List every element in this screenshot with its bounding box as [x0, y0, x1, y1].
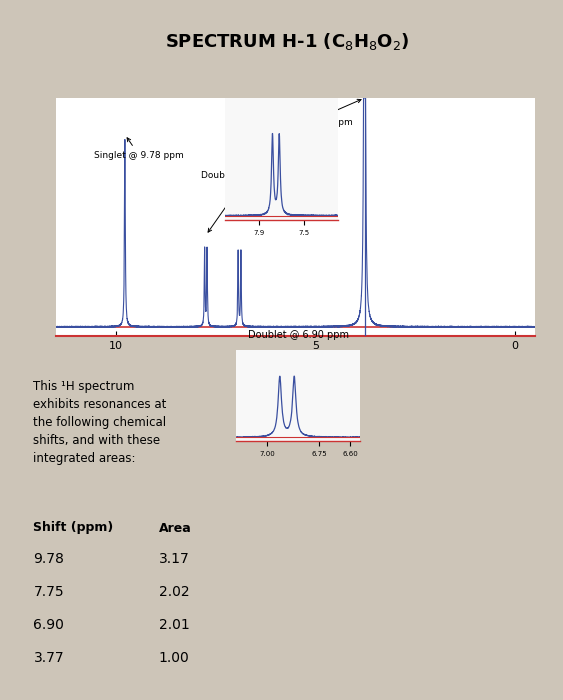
Text: SPECTRUM H-1 (C$_8$H$_8$O$_2$): SPECTRUM H-1 (C$_8$H$_8$O$_2$) [165, 31, 409, 52]
Text: Doublet @ 6.90 ppm: Doublet @ 6.90 ppm [248, 330, 349, 340]
Text: 7.75: 7.75 [33, 584, 64, 598]
Text: 3.77: 3.77 [33, 651, 64, 665]
Text: Area: Area [159, 522, 191, 535]
Text: 9.78: 9.78 [33, 552, 64, 566]
Text: 2.02: 2.02 [159, 584, 189, 598]
Text: 2.01: 2.01 [159, 618, 190, 632]
Text: Singlet @ 3.77 ppm: Singlet @ 3.77 ppm [263, 99, 361, 127]
Text: 6.90: 6.90 [33, 618, 64, 632]
Text: Shift (ppm): Shift (ppm) [33, 522, 114, 535]
Text: 3.17: 3.17 [159, 552, 190, 566]
Text: This ¹H spectrum
exhibits resonances at
the following chemical
shifts, and with : This ¹H spectrum exhibits resonances at … [33, 380, 167, 465]
Text: Singlet @ 9.78 ppm: Singlet @ 9.78 ppm [94, 138, 184, 160]
Text: 1.00: 1.00 [159, 651, 190, 665]
Text: Doublet @ 7.75 ppm: Doublet @ 7.75 ppm [201, 171, 294, 232]
